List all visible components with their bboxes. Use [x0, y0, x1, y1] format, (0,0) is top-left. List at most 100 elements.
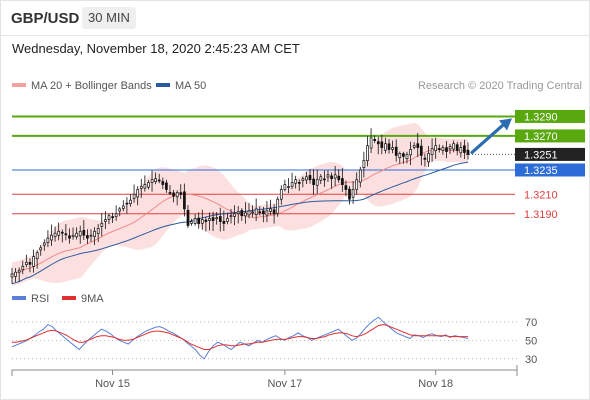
candle-body	[272, 209, 276, 215]
level-tag-resistance	[515, 109, 585, 123]
candle-body	[197, 217, 201, 224]
rsi-line	[11, 316, 469, 360]
candle-body	[319, 176, 323, 181]
candle-body	[376, 141, 380, 145]
candle-body	[312, 178, 315, 185]
rsi-swatch-icon	[12, 296, 26, 301]
candle-body	[129, 199, 132, 204]
candle-body	[369, 137, 373, 149]
candle-body	[283, 184, 287, 190]
header-divider	[0, 35, 590, 36]
candle-body	[459, 147, 463, 154]
candle-body	[136, 189, 140, 198]
candle-body	[452, 143, 456, 150]
candle-body	[21, 265, 25, 271]
candle-body	[107, 215, 111, 220]
legend-ma20: MA 20 + Bollinger Bands	[12, 80, 152, 93]
candle-body	[297, 182, 301, 184]
candle-body	[157, 179, 161, 182]
candle-body	[46, 237, 50, 244]
candle-body	[362, 159, 366, 168]
candle-body	[402, 153, 405, 157]
candle-body	[68, 235, 71, 239]
candle-body	[204, 219, 208, 222]
candle-body	[455, 144, 459, 151]
candle-body	[208, 218, 211, 221]
candle-body	[10, 273, 14, 278]
candle-body	[416, 143, 420, 148]
ma50-line	[11, 161, 469, 285]
legend-9ma-label: 9MA	[81, 293, 104, 305]
candle-body	[265, 210, 269, 216]
candle-body	[35, 252, 39, 259]
candle-body	[423, 157, 427, 160]
candle-body	[380, 141, 384, 148]
candle-body	[14, 271, 17, 277]
candle-body	[53, 232, 57, 238]
candle-body	[190, 221, 193, 224]
candle-body	[93, 230, 96, 237]
candle-body	[42, 242, 46, 246]
candle-body	[161, 181, 165, 185]
candle-body	[466, 149, 470, 155]
candle-body	[333, 174, 337, 179]
candle-body	[229, 215, 233, 218]
legend-ma20-label: MA 20 + Bollinger Bands	[31, 80, 152, 92]
candle-body	[244, 212, 247, 217]
legend-9ma: 9MA	[62, 293, 104, 306]
candle-body	[344, 185, 348, 190]
candle-body	[233, 213, 236, 217]
candle-body	[86, 235, 89, 239]
candle-body	[251, 211, 254, 214]
candle-body	[337, 175, 341, 181]
candle-body	[175, 192, 179, 198]
candle-body	[412, 145, 416, 148]
level-label-support: 1.3210	[524, 189, 558, 201]
projection-arrow-head	[499, 118, 512, 131]
candle-body	[437, 148, 441, 150]
candle-body	[366, 145, 369, 161]
candle-body	[341, 178, 344, 185]
legend-rsi-label: RSI	[31, 293, 50, 305]
candle-body	[258, 211, 262, 213]
candle-body	[139, 186, 143, 189]
candle-body	[64, 233, 68, 236]
legend-ma50: MA 50	[156, 80, 206, 93]
candle-body	[262, 210, 265, 215]
candle-body	[100, 223, 104, 227]
level-tag-resistance	[515, 129, 585, 143]
candle-body	[448, 146, 452, 150]
rsi-9ma-line	[12, 324, 468, 350]
candle-body	[305, 176, 308, 181]
candle-body	[125, 202, 129, 205]
candle-body	[75, 232, 79, 238]
candle-body	[351, 189, 355, 198]
candle-body	[287, 186, 290, 188]
candle-body	[186, 209, 190, 226]
candle-body	[222, 220, 226, 224]
rsi-tick-label: 30	[525, 354, 537, 366]
candle-body	[315, 179, 319, 186]
candle-body	[183, 191, 186, 210]
level-tag-pivot	[515, 163, 585, 177]
legend-rsi: RSI	[12, 293, 49, 306]
candle-body	[391, 147, 394, 150]
chart-header: GBP/USD 30 MIN	[0, 0, 590, 36]
candle-body	[384, 143, 387, 151]
candle-body	[172, 192, 175, 197]
x-tick-label: Nov 18	[418, 378, 453, 390]
candle-body	[96, 228, 100, 234]
candle-body	[409, 149, 412, 156]
candle-body	[254, 208, 258, 215]
candle-body	[355, 179, 359, 190]
candle-body	[394, 146, 398, 156]
timeframe-badge[interactable]: 30 MIN	[82, 7, 136, 29]
candle-body	[247, 210, 251, 216]
currency-pair-title: GBP/USD	[11, 10, 80, 27]
candle-body	[154, 178, 157, 183]
candle-body	[150, 179, 154, 183]
candle-body	[441, 147, 445, 151]
legend-ma50-label: MA 50	[175, 80, 207, 92]
candle-body	[348, 188, 351, 200]
candle-body	[373, 138, 377, 142]
